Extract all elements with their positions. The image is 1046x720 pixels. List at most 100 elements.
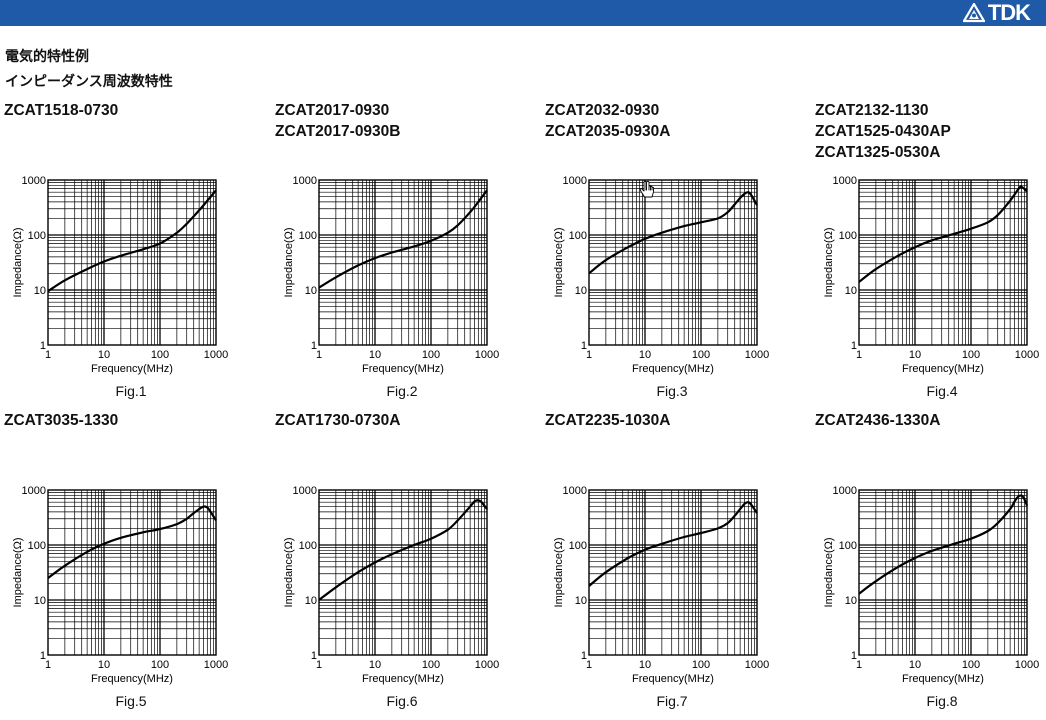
impedance-chart: 1 10 100 1000 1 10 100 1000 Frequency(MHz) Impeda… xyxy=(12,485,228,685)
model-list: ZCAT2032-0930 ZCAT2035-0930A xyxy=(545,100,671,142)
impedance-curve xyxy=(47,189,217,293)
model-name: ZCAT3035-1330 xyxy=(4,412,119,429)
impedance-curve xyxy=(588,191,758,275)
x-tick-label: 10 xyxy=(98,349,110,361)
model-list: ZCAT2132-1130 ZCAT1525-0430AP ZCAT1325-053… xyxy=(815,100,951,163)
y-tick-label: 100 xyxy=(299,230,317,242)
y-tick-label: 1 xyxy=(40,650,46,662)
y-axis-label: Impedance(Ω) xyxy=(12,228,24,298)
y-tick-label: 1000 xyxy=(22,175,46,187)
figure-caption: Fig.7 xyxy=(656,693,688,709)
x-tick-label: 10 xyxy=(369,349,381,361)
figure-caption: Fig.6 xyxy=(386,693,418,709)
x-tick-label: 100 xyxy=(422,659,440,671)
chart-block-7: ZCAT2235-1030A 1 10 100 1000 1 10 100 1000 Freque… xyxy=(541,410,803,720)
y-axis-label: Impedance(Ω) xyxy=(823,228,835,298)
model-name: ZCAT2035-0930A xyxy=(545,123,671,140)
grid xyxy=(859,180,1027,345)
x-axis-label: Frequency(MHz) xyxy=(632,673,714,685)
x-tick-label: 1000 xyxy=(475,349,499,361)
impedance-chart: 1 10 100 1000 1 10 100 1000 Frequency(MHz) Impeda… xyxy=(283,175,499,375)
y-axis-label: Impedance(Ω) xyxy=(283,538,295,608)
y-axis-label: Impedance(Ω) xyxy=(823,538,835,608)
x-axis-label: Frequency(MHz) xyxy=(902,673,984,685)
model-name: ZCAT2032-0930 xyxy=(545,102,660,119)
y-tick-label: 100 xyxy=(28,540,46,552)
grid xyxy=(48,180,216,345)
y-tick-label: 10 xyxy=(845,285,857,297)
x-tick-label: 1 xyxy=(856,349,862,361)
hand-cursor-icon xyxy=(639,180,654,198)
y-axis-label: Impedance(Ω) xyxy=(553,538,565,608)
x-tick-label: 100 xyxy=(692,349,710,361)
model-name: ZCAT2235-1030A xyxy=(545,412,671,429)
model-list: ZCAT3035-1330 xyxy=(4,410,118,431)
chart-block-5: ZCAT3035-1330 1 10 100 1000 1 10 100 1000 Frequen… xyxy=(0,410,262,720)
model-list: ZCAT2235-1030A xyxy=(545,410,671,431)
y-tick-label: 100 xyxy=(569,230,587,242)
x-tick-label: 100 xyxy=(962,659,980,671)
figure-caption: Fig.2 xyxy=(386,383,418,399)
impedance-curve xyxy=(858,494,1029,595)
x-axis-label: Frequency(MHz) xyxy=(902,363,984,375)
chart-block-3: ZCAT2032-0930 ZCAT2035-0930A 1 10 100 1000 1 10… xyxy=(541,100,803,410)
x-tick-label: 100 xyxy=(962,349,980,361)
x-tick-label: 1000 xyxy=(745,659,769,671)
y-tick-label: 1 xyxy=(40,340,46,352)
model-name: ZCAT2017-0930 xyxy=(275,102,390,119)
major-grid xyxy=(589,490,757,655)
y-tick-label: 1000 xyxy=(563,485,587,497)
chart-block-8: ZCAT2436-1330A 1 10 100 1000 1 10 100 1000 Freque… xyxy=(811,410,1046,720)
x-axis-label: Frequency(MHz) xyxy=(91,363,173,375)
model-list: ZCAT2436-1330A xyxy=(815,410,941,431)
y-tick-label: 100 xyxy=(299,540,317,552)
x-tick-label: 1000 xyxy=(1015,659,1039,671)
figure-caption: Fig.3 xyxy=(656,383,688,399)
x-tick-label: 100 xyxy=(151,659,169,671)
y-tick-label: 1000 xyxy=(293,485,317,497)
model-name: ZCAT2132-1130 xyxy=(815,102,929,119)
x-tick-label: 1 xyxy=(316,659,322,671)
y-axis-label: Impedance(Ω) xyxy=(553,228,565,298)
x-tick-label: 1 xyxy=(586,349,592,361)
impedance-chart: 1 10 100 1000 1 10 100 1000 Frequency(MHz) Impeda… xyxy=(823,485,1039,685)
grid xyxy=(319,490,487,655)
model-list: ZCAT1518-0730 xyxy=(4,100,118,121)
x-axis-label: Frequency(MHz) xyxy=(632,363,714,375)
brand-logo: TDK xyxy=(962,1,1031,25)
major-grid xyxy=(48,490,216,655)
y-axis-label: Impedance(Ω) xyxy=(12,538,24,608)
chart-block-1: ZCAT1518-0730 1 10 100 1000 1 10 100 1000 Frequen… xyxy=(0,100,262,410)
y-tick-label: 10 xyxy=(575,285,587,297)
y-tick-label: 10 xyxy=(305,595,317,607)
figure-caption: Fig.5 xyxy=(115,693,147,709)
y-tick-label: 1 xyxy=(311,650,317,662)
x-axis-label: Frequency(MHz) xyxy=(91,673,173,685)
plot-frame xyxy=(318,179,488,346)
y-tick-label: 1 xyxy=(581,650,587,662)
chart-block-2: ZCAT2017-0930 ZCAT2017-0930B 1 10 100 1000 1 10… xyxy=(271,100,533,410)
plot-frame xyxy=(588,489,758,656)
x-tick-label: 100 xyxy=(422,349,440,361)
model-list: ZCAT1730-0730A xyxy=(275,410,401,431)
grid xyxy=(319,180,487,345)
impedance-chart: 1 10 100 1000 1 10 100 1000 Frequency(MHz) Impeda… xyxy=(283,485,499,685)
y-tick-label: 100 xyxy=(839,230,857,242)
y-tick-label: 100 xyxy=(569,540,587,552)
x-tick-label: 10 xyxy=(639,349,651,361)
plot-frame xyxy=(858,179,1028,346)
x-axis-label: Frequency(MHz) xyxy=(362,673,444,685)
plot-frame xyxy=(318,489,488,656)
impedance-curve xyxy=(588,501,758,587)
x-tick-label: 1000 xyxy=(204,349,228,361)
model-name: ZCAT2017-0930B xyxy=(275,123,401,140)
y-tick-label: 100 xyxy=(839,540,857,552)
impedance-chart: 1 10 100 1000 1 10 100 1000 Frequency(MHz) Impeda… xyxy=(12,175,228,375)
x-tick-label: 1 xyxy=(316,349,322,361)
impedance-curve xyxy=(47,505,217,579)
x-tick-label: 100 xyxy=(151,349,169,361)
major-grid xyxy=(319,490,487,655)
y-tick-label: 10 xyxy=(575,595,587,607)
tdk-logo-icon xyxy=(962,3,985,23)
y-tick-label: 1 xyxy=(311,340,317,352)
